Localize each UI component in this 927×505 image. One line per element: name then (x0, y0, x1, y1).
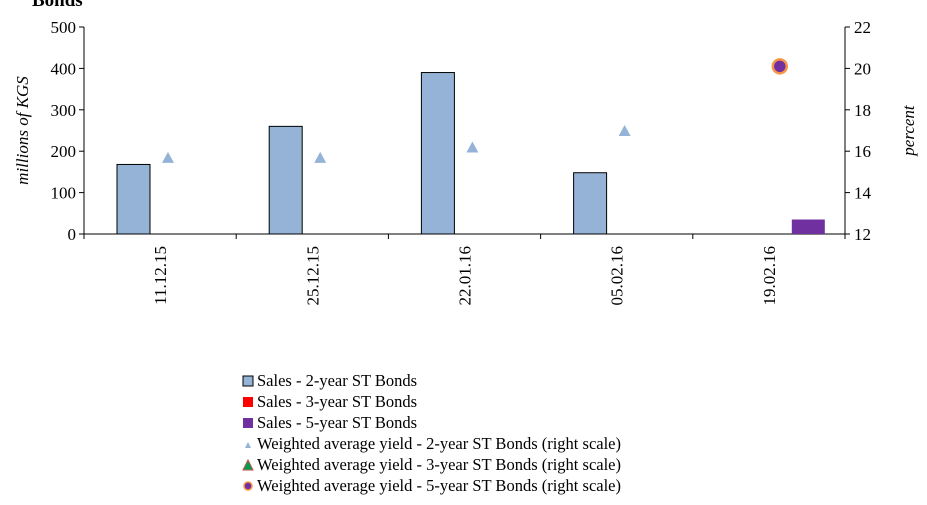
legend-item: Weighted average yield - 2-year ST Bonds… (242, 433, 621, 454)
y-tick-label-left: 200 (51, 142, 77, 161)
chart-axes (79, 26, 850, 239)
legend-item: Weighted average yield - 3-year ST Bonds… (242, 454, 621, 475)
yield-marker (162, 151, 174, 163)
legend-item: Sales - 3-year ST Bonds (242, 391, 621, 412)
y-tick-label-right: 12 (854, 225, 871, 244)
legend-swatch-triangle (242, 458, 254, 470)
legend-swatch (243, 396, 253, 407)
legend-swatch (243, 480, 253, 491)
y-axis-title-left: millions of KGS (13, 76, 32, 185)
bar (116, 163, 151, 235)
y-tick-label-right: 22 (854, 18, 871, 37)
marker-layer (162, 58, 789, 163)
yield-marker (771, 58, 789, 75)
legend-label: Sales - 5-year ST Bonds (257, 413, 418, 432)
x-tick-label: 25.12.15 (303, 246, 322, 306)
legend-swatch (242, 458, 254, 470)
yield-marker (466, 141, 479, 153)
y-tick-label-left: 400 (51, 59, 77, 78)
y-tick-label-left: 300 (51, 101, 77, 120)
y-axis-title-right: percent (899, 104, 918, 157)
legend-label: Sales - 3-year ST Bonds (257, 392, 418, 411)
yield-marker (314, 151, 327, 163)
y-tick-label-left: 100 (51, 184, 77, 203)
legend-item: Sales - 2-year ST Bonds (242, 370, 621, 391)
y-tick-label-left: 0 (68, 225, 77, 244)
legend-label: Weighted average yield - 5-year ST Bonds… (257, 476, 621, 495)
x-tick-label: 19.02.16 (760, 246, 779, 306)
label-layer: 0 100 200 300 400 500 12 14 16 18 20 22 11.12.15 25.1… (13, 18, 918, 306)
legend-swatch-bar (243, 396, 253, 407)
legend-item: Sales - 5-year ST Bonds (242, 412, 621, 433)
legend-swatch-circle (243, 480, 253, 491)
legend-label: Weighted average yield - 2-year ST Bonds… (257, 434, 621, 453)
chart-title: Bonds (32, 0, 83, 11)
legend-swatch (243, 417, 253, 428)
y-tick-label-left: 500 (51, 18, 77, 37)
legend-label: Weighted average yield - 3-year ST Bonds… (257, 455, 621, 474)
y-tick-label-right: 14 (854, 184, 872, 203)
bar (791, 219, 825, 234)
x-tick-label: 11.12.15 (151, 246, 170, 305)
x-tick-label: 22.01.16 (456, 246, 475, 306)
y-tick-label-right: 16 (854, 142, 871, 161)
yield-marker (618, 125, 631, 136)
bar (420, 72, 455, 235)
legend-swatch-bar (243, 417, 253, 428)
legend-swatch (245, 441, 251, 448)
legend-swatch-triangle (245, 441, 251, 448)
bar (268, 125, 303, 235)
chart-legend: Sales - 2-year ST Bonds Sales - 3-year ST… (242, 370, 621, 496)
legend-swatch (242, 375, 254, 386)
x-tick-label: 05.02.16 (608, 246, 627, 306)
bar-layer (116, 72, 825, 235)
y-tick-label-right: 20 (854, 59, 871, 78)
legend-label: Sales - 2-year ST Bonds (257, 371, 418, 390)
legend-swatch-bar (242, 375, 254, 386)
legend-item: Weighted average yield - 5-year ST Bonds… (242, 475, 621, 496)
y-tick-label-right: 18 (854, 101, 871, 120)
bar (573, 172, 608, 235)
